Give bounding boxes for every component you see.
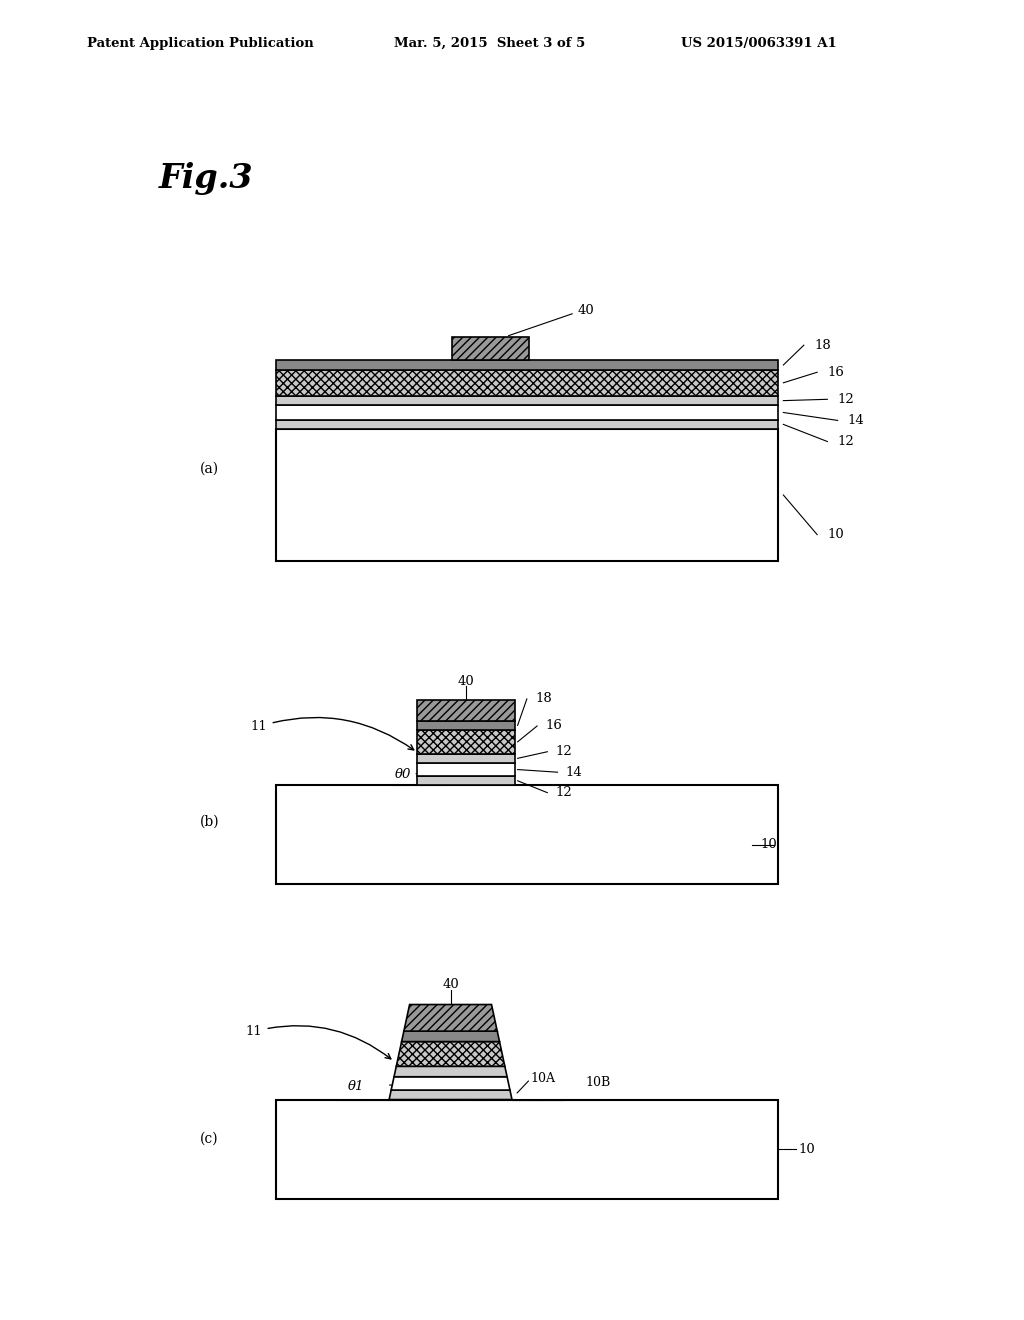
Text: (b): (b) <box>200 814 219 829</box>
Bar <box>276 405 778 420</box>
Bar <box>418 730 515 754</box>
Bar <box>418 754 515 763</box>
Text: 40: 40 <box>578 304 595 317</box>
Text: Patent Application Publication: Patent Application Publication <box>87 37 313 50</box>
Bar <box>418 763 515 776</box>
Text: 18: 18 <box>536 693 552 705</box>
Text: 16: 16 <box>546 719 562 733</box>
Text: θ0: θ0 <box>395 768 411 781</box>
Bar <box>418 700 515 721</box>
Text: 12: 12 <box>556 787 572 799</box>
Text: US 2015/0063391 A1: US 2015/0063391 A1 <box>681 37 837 50</box>
Polygon shape <box>389 1090 512 1100</box>
Polygon shape <box>396 1041 505 1067</box>
Text: 14: 14 <box>848 414 864 426</box>
Text: 12: 12 <box>838 393 854 405</box>
Text: Mar. 5, 2015  Sheet 3 of 5: Mar. 5, 2015 Sheet 3 of 5 <box>394 37 586 50</box>
Bar <box>276 396 778 405</box>
Bar <box>276 360 778 370</box>
Text: 10: 10 <box>799 1143 815 1155</box>
Polygon shape <box>391 1077 510 1090</box>
Text: 40: 40 <box>458 675 474 688</box>
Text: 10B: 10B <box>586 1076 611 1089</box>
Text: 16: 16 <box>827 366 844 379</box>
Text: 10: 10 <box>760 838 777 851</box>
Polygon shape <box>403 1005 498 1031</box>
Text: 18: 18 <box>814 339 830 351</box>
Bar <box>418 776 515 785</box>
Polygon shape <box>394 1067 507 1077</box>
Text: 12: 12 <box>556 746 572 758</box>
Bar <box>276 429 778 561</box>
Text: θ1: θ1 <box>348 1080 365 1093</box>
Text: Fig.3: Fig.3 <box>159 162 253 195</box>
Bar <box>276 370 778 396</box>
Text: 11: 11 <box>251 718 414 750</box>
Text: (a): (a) <box>200 462 219 475</box>
Bar <box>453 337 528 360</box>
Bar <box>418 721 515 730</box>
Text: 40: 40 <box>442 978 459 991</box>
Bar <box>276 420 778 429</box>
Text: (c): (c) <box>200 1131 218 1146</box>
Text: 14: 14 <box>566 766 583 779</box>
Text: 11: 11 <box>246 1024 391 1059</box>
Bar <box>276 1100 778 1199</box>
Bar <box>276 785 778 884</box>
Text: 12: 12 <box>838 436 854 447</box>
Text: 10: 10 <box>827 528 844 541</box>
Text: 10A: 10A <box>530 1072 555 1085</box>
Polygon shape <box>401 1031 500 1041</box>
